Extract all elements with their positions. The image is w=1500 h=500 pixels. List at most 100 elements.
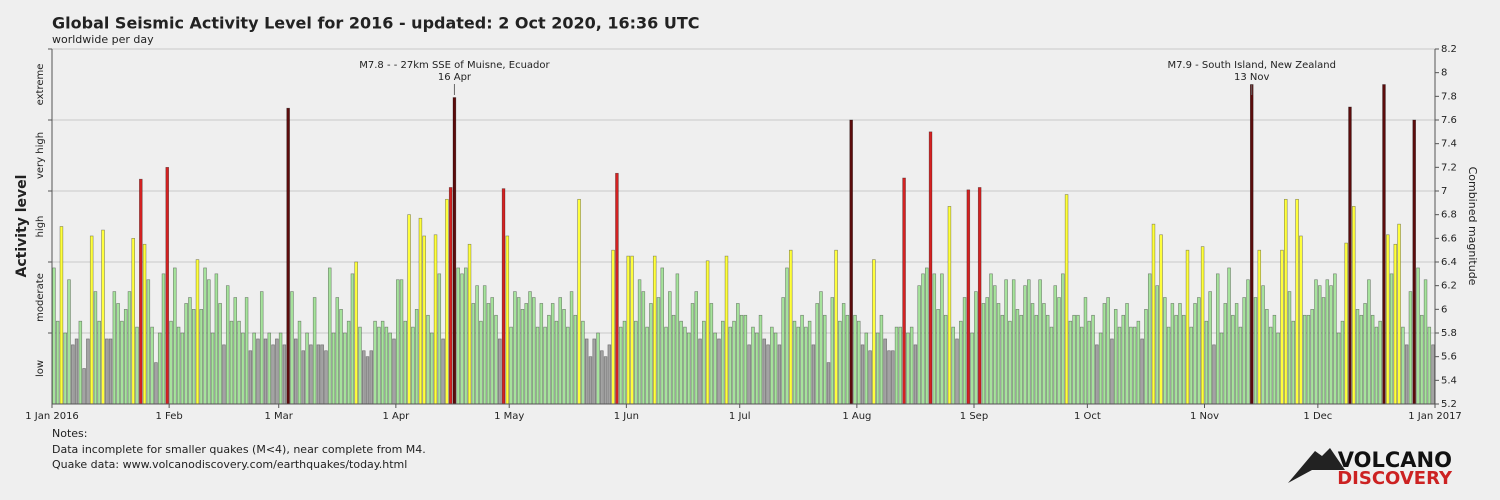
bar xyxy=(785,267,789,405)
bar xyxy=(411,326,415,405)
bar xyxy=(550,303,555,405)
bar xyxy=(139,178,143,405)
bar xyxy=(826,362,831,405)
bar xyxy=(1200,246,1205,405)
bar xyxy=(1129,326,1133,405)
bar xyxy=(1246,279,1250,405)
bar xyxy=(131,238,135,405)
chart-title: Global Seismic Activity Level for 2016 -… xyxy=(52,14,700,33)
bar xyxy=(758,314,763,405)
bar xyxy=(354,261,358,405)
bar xyxy=(626,255,630,405)
bar xyxy=(1136,320,1141,405)
bar xyxy=(278,332,283,405)
bar xyxy=(101,229,105,405)
bar xyxy=(1393,243,1398,405)
x-tick-label: 1 Jun xyxy=(614,411,639,422)
bar xyxy=(1367,279,1371,405)
bar xyxy=(377,326,381,405)
bar xyxy=(1061,273,1065,405)
annotation-date: 16 Apr xyxy=(438,72,472,83)
bar xyxy=(1008,320,1012,405)
bar xyxy=(637,279,642,405)
bar xyxy=(1401,326,1405,405)
bar xyxy=(1295,198,1299,405)
bar xyxy=(1321,297,1326,405)
bar xyxy=(297,320,302,405)
bar xyxy=(796,326,801,405)
bar xyxy=(222,344,226,405)
bar xyxy=(207,279,211,405)
bar xyxy=(1125,303,1129,405)
bar xyxy=(675,273,680,405)
bar xyxy=(267,332,272,405)
bar xyxy=(1314,279,1318,405)
bar xyxy=(917,285,921,405)
bar xyxy=(762,338,767,405)
bar xyxy=(1015,309,1020,405)
bar xyxy=(547,314,551,405)
bar xyxy=(305,332,309,405)
bar xyxy=(1159,234,1163,405)
bar xyxy=(418,217,423,405)
bar xyxy=(309,344,313,405)
bar xyxy=(218,303,222,405)
bar xyxy=(1408,291,1413,405)
bar xyxy=(970,332,974,405)
bar xyxy=(1151,223,1156,405)
bar xyxy=(392,338,396,405)
bar xyxy=(1227,267,1231,405)
bar xyxy=(777,344,782,405)
bar xyxy=(1223,303,1228,405)
y2-tick-label: 7 xyxy=(1441,186,1447,197)
bar xyxy=(1144,309,1148,405)
bar xyxy=(1310,309,1314,405)
bar xyxy=(596,332,600,405)
bar xyxy=(1068,320,1073,405)
y2-tick-label: 5.4 xyxy=(1441,375,1457,386)
bar xyxy=(841,303,846,405)
x-tick-label: 1 Aug xyxy=(842,411,871,422)
bar xyxy=(1302,314,1307,405)
bar xyxy=(1053,285,1057,405)
bar xyxy=(1416,267,1420,405)
bar xyxy=(860,344,865,405)
bar xyxy=(520,309,525,405)
bar xyxy=(894,326,899,405)
bar xyxy=(380,320,385,405)
bar xyxy=(641,291,646,405)
bar xyxy=(1238,326,1243,405)
bar xyxy=(445,198,449,405)
bar xyxy=(977,187,982,405)
bar xyxy=(1079,326,1084,405)
y2-tick-label: 7.8 xyxy=(1441,91,1457,102)
bar xyxy=(902,177,906,405)
bar xyxy=(210,332,215,405)
bar xyxy=(327,267,332,405)
level-label: very high xyxy=(35,132,46,179)
bar xyxy=(244,297,249,405)
bar xyxy=(63,332,67,405)
bar xyxy=(872,259,876,405)
bar xyxy=(154,362,158,405)
bar xyxy=(962,297,967,405)
bar xyxy=(925,267,929,405)
bar xyxy=(1412,119,1416,405)
y2-tick-label: 8 xyxy=(1441,68,1447,79)
bar xyxy=(966,189,971,405)
bar xyxy=(1336,332,1341,405)
bar xyxy=(592,338,596,405)
bar xyxy=(694,291,699,405)
bar xyxy=(524,303,528,405)
bar xyxy=(898,326,903,405)
y2-tick-label: 6.8 xyxy=(1441,210,1457,221)
bar xyxy=(1193,303,1197,405)
bar xyxy=(1215,273,1220,405)
bar xyxy=(282,344,287,405)
bar xyxy=(736,303,740,405)
bar xyxy=(1386,234,1390,405)
bar xyxy=(562,309,566,405)
bar xyxy=(437,273,442,405)
bar xyxy=(350,273,355,405)
bar xyxy=(482,285,487,405)
